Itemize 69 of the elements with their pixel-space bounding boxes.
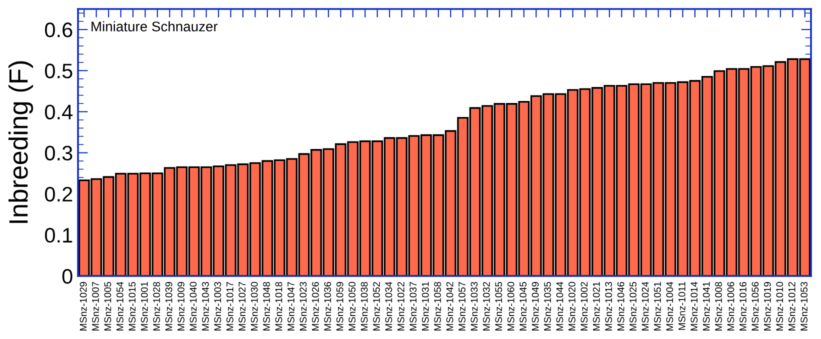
x-tick-label: MSnz-1004: [666, 282, 674, 330]
x-tick-label: MSnz-1015: [128, 282, 136, 330]
x-tick-label: MSnz-1033: [470, 282, 478, 330]
x-tick-label: MSnz-1056: [752, 282, 759, 330]
x-tick-label: MSnz-1045: [520, 282, 527, 330]
x-tick-label: MSnz-1038: [360, 282, 368, 330]
x-tick-label: MSnz-1047: [288, 282, 294, 330]
x-tick-label: MSnz-1042: [446, 282, 454, 330]
x-tick-label: MSnz-1030: [250, 282, 258, 330]
x-tick-label: MSnz-1059: [336, 282, 344, 330]
x-tick-label: MSnz-1020: [568, 282, 576, 330]
x-tick-label: MSnz-1055: [495, 282, 502, 330]
x-tick-label: MSnz-1034: [385, 282, 392, 330]
x-tick-label: MSnz-1026: [312, 282, 319, 330]
x-tick-label: MSnz-1006: [727, 282, 734, 330]
x-tick-label: MSnz-1025: [630, 282, 636, 330]
x-tick-label: MSnz-1052: [373, 282, 380, 330]
x-tick-label: MSnz-1018: [275, 282, 282, 330]
x-tick-label: MSnz-1002: [580, 282, 588, 330]
x-tick-label: MSnz-1021: [592, 282, 600, 330]
x-tick-label: MSnz-1043: [202, 282, 209, 330]
x-tick-label: MSnz-1028: [153, 282, 160, 330]
x-tick-label: MSnz-1017: [226, 282, 234, 330]
x-tick-label: MSnz-1012: [788, 282, 796, 330]
y-axis-title: Inbreeding (F): [8, 61, 34, 223]
x-tick-label: MSnz-1014: [690, 282, 698, 330]
y-tick-label: 0.1: [44, 228, 72, 243]
x-tick-label: MSnz-1008: [715, 282, 722, 330]
x-tick-label: MSnz-1057: [458, 282, 466, 330]
y-tick-label: 0.4: [44, 104, 73, 120]
x-tick-label: MSnz-1036: [324, 282, 332, 330]
x-tick-label: MSnz-1058: [434, 282, 441, 330]
x-tick-label: MSnz-1032: [482, 282, 490, 330]
x-tick-label: MSnz-1022: [397, 282, 404, 330]
x-tick-label: MSnz-1049: [532, 282, 539, 330]
x-tick-label: MSnz-1031: [422, 282, 429, 330]
x-tick-label: MSnz-1044: [556, 282, 564, 330]
x-tick-label: MSnz-1009: [178, 282, 184, 330]
x-tick-label: MSnz-1011: [678, 282, 686, 330]
x-tick-label: MSnz-1035: [544, 282, 551, 330]
y-tick-label: 0.2: [44, 186, 72, 202]
x-tick-label: MSnz-1007: [92, 282, 99, 330]
x-tick-label: MSnz-1053: [800, 282, 808, 330]
x-tick-label: MSnz-1040: [190, 282, 197, 330]
x-tick-label: MSnz-1027: [238, 282, 246, 330]
x-tick-label: MSnz-1048: [263, 282, 270, 330]
x-tick-label: MSnz-1019: [764, 282, 771, 330]
x-tick-label: MSnz-1013: [605, 282, 612, 330]
x-tick-label: MSnz-1054: [116, 282, 124, 330]
x-tick-label: MSnz-1005: [104, 282, 112, 330]
y-tick-label: 0.5: [44, 64, 72, 78]
x-tick-label: MSnz-1046: [617, 282, 624, 330]
x-tick-label: MSnz-1060: [507, 282, 514, 330]
y-tick-label: 0.3: [44, 146, 72, 161]
y-tick-label: 0.6: [44, 22, 72, 38]
x-tick-label: MSnz-1029: [80, 282, 87, 330]
x-tick-label: MSnz-1003: [214, 282, 222, 330]
x-tick-label: MSnz-1024: [642, 282, 649, 330]
x-tick-label: MSnz-1037: [410, 282, 417, 330]
x-tick-label: MSnz-1023: [300, 282, 307, 330]
annotation: Miniature Schnauzer: [92, 21, 218, 32]
y-tick-label: 0: [62, 269, 72, 284]
x-tick-label: MSnz-1039: [165, 282, 172, 330]
x-tick-label: MSnz-1016: [740, 282, 746, 330]
x-tick-label: MSnz-1010: [776, 282, 784, 330]
x-tick-label: MSnz-1041: [702, 282, 710, 330]
x-tick-label: MSnz-1001: [140, 282, 148, 330]
x-tick-label: MSnz-1051: [654, 282, 661, 330]
x-tick-label: MSnz-1050: [348, 282, 356, 330]
